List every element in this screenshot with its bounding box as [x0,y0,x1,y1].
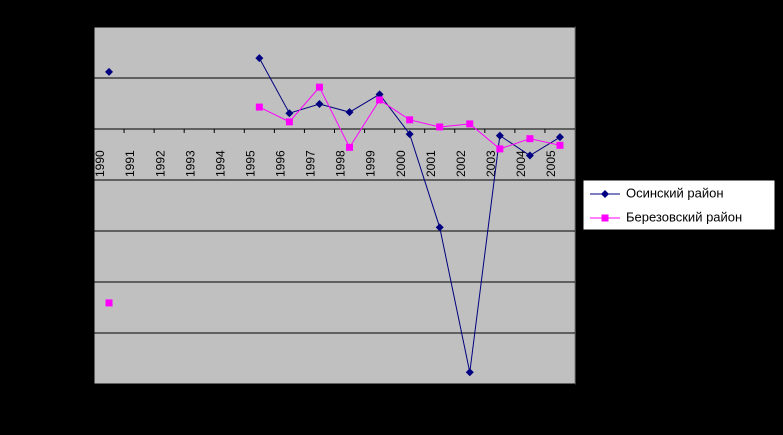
point [525,151,534,160]
x-tick-label: 2000 [394,150,408,177]
x-tick-label: 1990 [93,150,107,177]
point [555,133,564,142]
x-tick-label: 1993 [183,150,197,177]
legend-marker [601,214,609,222]
y-tick-label: -20,0 [54,222,84,237]
y-tick-label: 10,0 [59,69,84,84]
plot-area [93,26,576,385]
point [345,108,354,117]
point [495,131,504,140]
x-tick-label: 1995 [243,150,257,177]
x-tick-label: 2004 [514,150,528,177]
y-tick-label: -40,0 [54,324,84,339]
x-tick-label: 2001 [424,150,438,177]
point [105,299,113,307]
point [315,83,323,91]
point [436,123,444,131]
x-tick-label: 1998 [334,150,348,177]
point [105,67,114,76]
x-tick-label: 1996 [274,150,288,177]
point [526,135,534,143]
y-tick-label: -30,0 [54,273,84,288]
point [466,120,474,128]
x-tick-label: 2003 [484,150,498,177]
y-tick-label: -50,0 [54,375,84,390]
point [556,141,564,149]
point [405,130,414,139]
point [285,118,293,126]
legend-label: Осинский район [626,185,724,200]
y-tick-label: 0,0 [66,120,84,135]
point [255,103,263,111]
legend [582,179,776,231]
point [315,100,324,109]
y-axis-title: на 1000 чел. населения [13,50,28,200]
x-axis-title: Годы [316,399,350,414]
legend-label: Березовский район [626,209,742,224]
legend-marker [601,190,609,198]
x-tick-label: 2005 [544,150,558,177]
point [375,90,384,99]
point [465,368,474,377]
y-tick-label: -10,0 [54,171,84,186]
x-tick-label: 1991 [123,150,137,177]
point [376,96,384,104]
x-tick-label: 1999 [364,150,378,177]
point [406,116,414,124]
point [435,223,444,232]
point [285,109,294,118]
x-tick-label: 2002 [454,150,468,177]
y-tick-label: 20,0 [59,18,84,33]
x-tick-label: 1997 [304,150,318,177]
x-tick-label: 1992 [153,150,167,177]
point [255,54,264,63]
point [346,143,354,151]
point [496,145,504,153]
x-tick-label: 1994 [213,150,227,177]
